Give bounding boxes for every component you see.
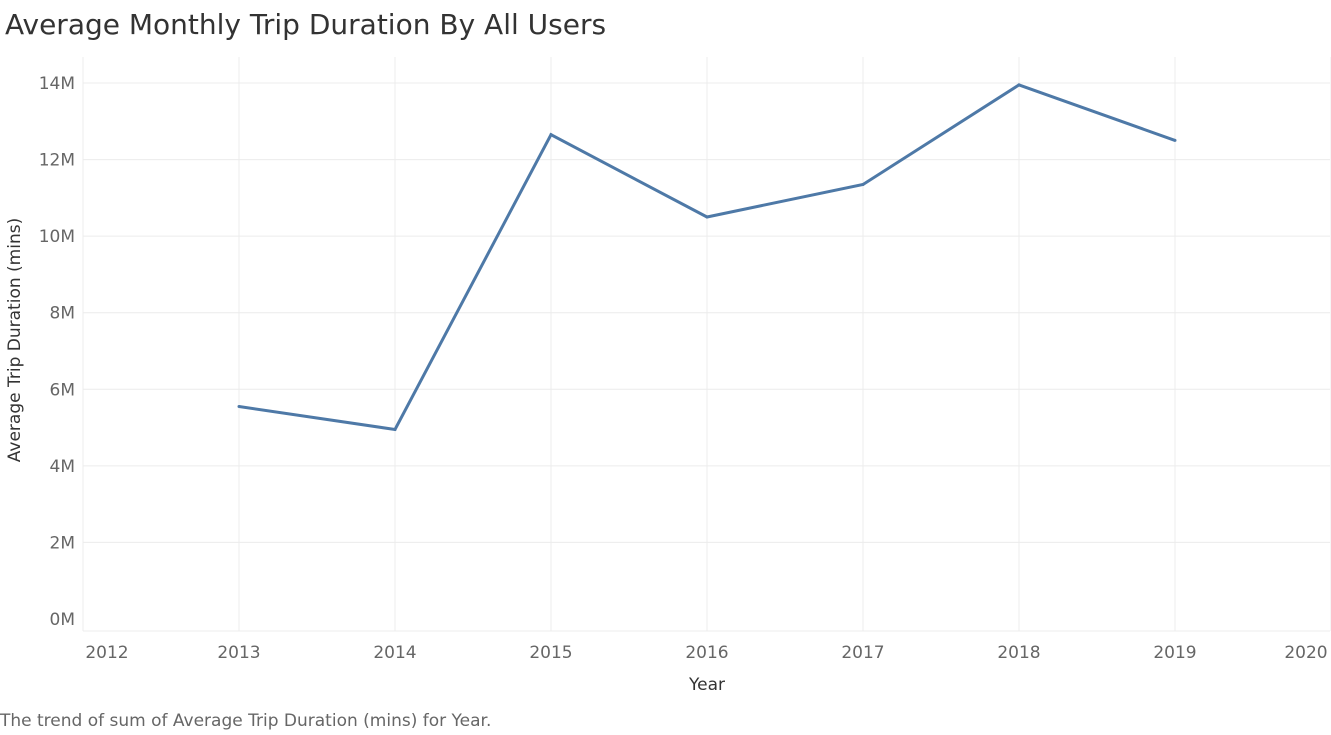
data-point — [549, 133, 553, 137]
x-tick-label: 2020 — [1284, 643, 1327, 663]
x-tick-label: 2012 — [85, 643, 128, 663]
chart-caption: The trend of sum of Average Trip Duratio… — [0, 711, 492, 731]
y-axis-ticks: 0M 2M 4M 6M 8M 10M 12M 14M — [39, 74, 75, 630]
y-tick-label: 4M — [50, 457, 75, 477]
x-tick-label: 2013 — [217, 643, 260, 663]
y-tick-label: 2M — [50, 533, 75, 553]
y-tick-label: 6M — [50, 380, 75, 400]
data-point — [1173, 138, 1177, 142]
x-axis-title: Year — [688, 675, 725, 695]
y-axis-title: Average Trip Duration (mins) — [5, 218, 25, 462]
x-axis-ticks: 2012 2013 2014 2015 2016 2017 2018 2019 2020 — [85, 643, 1327, 663]
y-tick-label: 8M — [50, 304, 75, 324]
x-tick-label: 2014 — [373, 643, 416, 663]
x-tick-label: 2019 — [1153, 643, 1196, 663]
y-tick-label: 12M — [39, 151, 75, 171]
data-point — [705, 215, 709, 219]
grid-lines — [82, 57, 1331, 632]
data-point — [861, 182, 865, 186]
data-point — [1017, 83, 1021, 87]
y-tick-label: 0M — [50, 610, 75, 630]
data-point — [237, 405, 241, 409]
x-tick-label: 2017 — [841, 643, 884, 663]
y-tick-label: 10M — [39, 227, 75, 247]
y-tick-label: 14M — [39, 74, 75, 94]
x-tick-label: 2016 — [685, 643, 728, 663]
x-tick-label: 2018 — [997, 643, 1040, 663]
series-layer — [237, 83, 1177, 432]
data-point — [393, 427, 397, 431]
x-tick-label: 2015 — [529, 643, 572, 663]
chart-title: Average Monthly Trip Duration By All Use… — [5, 8, 607, 41]
